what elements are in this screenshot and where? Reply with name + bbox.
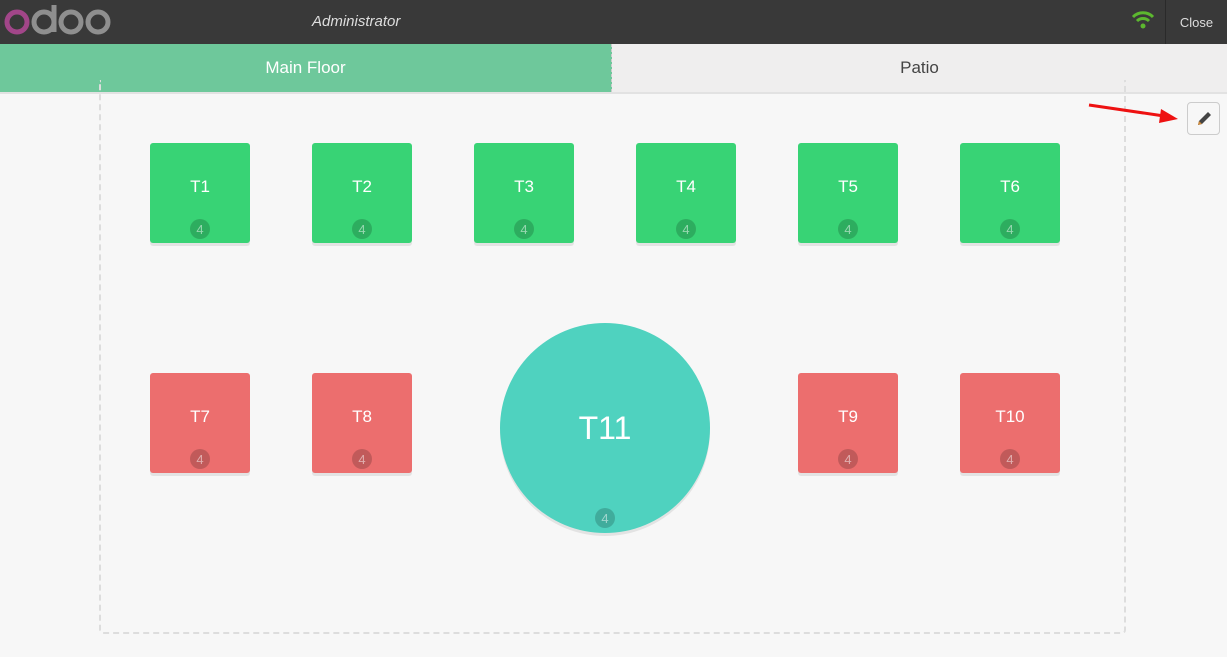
table-t4[interactable]: T4 4	[636, 143, 736, 243]
seats-badge: 4	[352, 219, 372, 239]
seats-badge: 4	[676, 219, 696, 239]
seats-badge: 4	[190, 219, 210, 239]
seats-badge: 4	[1000, 449, 1020, 469]
floor-tabs: Main Floor Patio	[0, 44, 1227, 94]
table-name: T9	[838, 407, 858, 426]
odoo-logo	[2, 2, 114, 38]
table-t5[interactable]: T5 4	[798, 143, 898, 243]
table-name: T3	[514, 177, 534, 196]
tab-main-floor[interactable]: Main Floor	[0, 44, 612, 92]
seats-badge: 4	[595, 508, 615, 528]
seats-badge: 4	[838, 449, 858, 469]
table-t8[interactable]: T8 4	[312, 373, 412, 473]
wifi-icon[interactable]	[1131, 10, 1155, 35]
pencil-icon	[1197, 111, 1211, 125]
table-t1[interactable]: T1 4	[150, 143, 250, 243]
table-name: T1	[190, 177, 210, 196]
table-name: T2	[352, 177, 372, 196]
table-name: T8	[352, 407, 372, 426]
table-name: T6	[1000, 177, 1020, 196]
edit-floor-button[interactable]	[1187, 102, 1220, 135]
table-name: T4	[676, 177, 696, 196]
table-name: T7	[190, 407, 210, 426]
table-t11[interactable]: T11 4	[500, 323, 710, 533]
table-t2[interactable]: T2 4	[312, 143, 412, 243]
seats-badge: 4	[1000, 219, 1020, 239]
annotation-arrow	[1088, 103, 1178, 123]
seats-badge: 4	[514, 219, 534, 239]
table-name: T11	[578, 409, 632, 446]
table-name: T10	[995, 407, 1025, 426]
seats-badge: 4	[838, 219, 858, 239]
floor-plan	[99, 80, 1126, 634]
seats-badge: 4	[352, 449, 372, 469]
seats-badge: 4	[190, 449, 210, 469]
table-t6[interactable]: T6 4	[960, 143, 1060, 243]
table-t7[interactable]: T7 4	[150, 373, 250, 473]
username: Administrator	[312, 13, 401, 30]
table-t9[interactable]: T9 4	[798, 373, 898, 473]
table-t10[interactable]: T10 4	[960, 373, 1060, 473]
table-name: T5	[838, 177, 858, 196]
top-bar: Administrator Close	[0, 0, 1227, 44]
table-t3[interactable]: T3 4	[474, 143, 574, 243]
close-button[interactable]: Close	[1165, 0, 1227, 44]
